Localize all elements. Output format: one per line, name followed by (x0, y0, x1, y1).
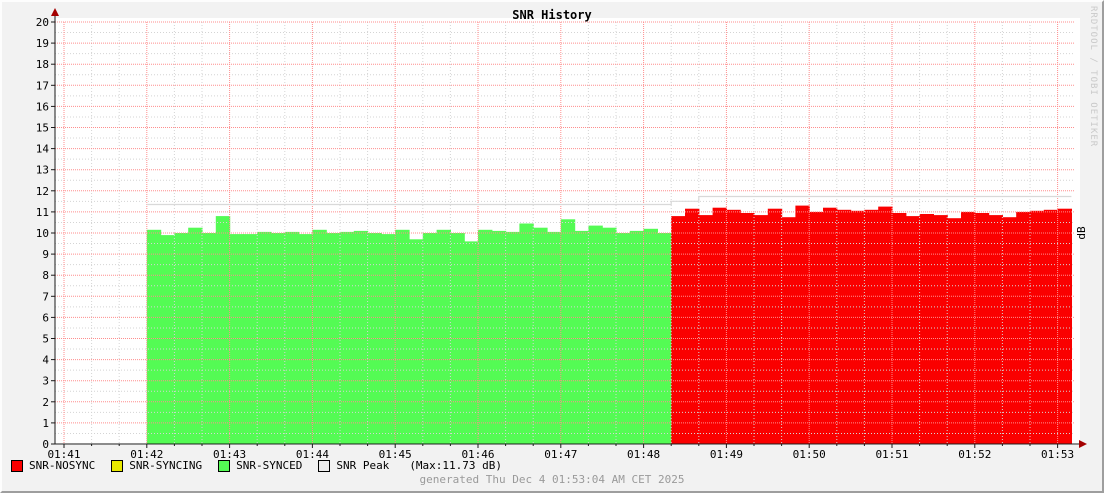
legend-label-syncing: SNR-SYNCING (129, 459, 203, 472)
svg-text:01:51: 01:51 (875, 448, 908, 461)
synced-swatch-icon (218, 459, 231, 472)
svg-text:6: 6 (42, 311, 49, 324)
data-bars (146, 205, 1072, 444)
svg-text:2: 2 (42, 396, 49, 409)
svg-text:01:47: 01:47 (544, 448, 577, 461)
svg-text:01:52: 01:52 (958, 448, 991, 461)
svg-text:20: 20 (36, 16, 49, 29)
svg-text:18: 18 (36, 58, 49, 71)
svg-text:01:43: 01:43 (213, 448, 246, 461)
legend-label-peak: SNR Peak (336, 459, 390, 472)
svg-text:3: 3 (42, 375, 49, 388)
svg-text:0: 0 (42, 438, 49, 451)
svg-text:17: 17 (36, 79, 49, 92)
svg-text:01:41: 01:41 (47, 448, 80, 461)
svg-text:01:46: 01:46 (461, 448, 494, 461)
nosync-swatch-icon (11, 459, 23, 472)
legend-label-nosync: SNR-NOSYNC (29, 459, 96, 472)
svg-text:13: 13 (36, 164, 49, 177)
svg-text:12: 12 (36, 185, 49, 198)
svg-text:14: 14 (36, 143, 50, 156)
svg-text:01:44: 01:44 (296, 448, 329, 461)
axes (51, 8, 1087, 448)
svg-text:9: 9 (42, 248, 49, 261)
rrdtool-watermark: RRDTOOL / TOBI OETIKER (1088, 6, 1098, 148)
svg-text:10: 10 (36, 227, 49, 240)
legend-item-nosync: SNR-NOSYNC (11, 459, 95, 472)
svg-text:15: 15 (36, 122, 49, 135)
legend-item-synced: SNR-SYNCED (218, 459, 302, 472)
peak-max-label: (Max:11.73 dB) (409, 459, 503, 472)
svg-text:01:53: 01:53 (1041, 448, 1074, 461)
axis-labels: 01:41 01:42 01:43 01:44 01:45 01:46 01:47 01:48… (36, 16, 1074, 461)
peak-swatch-icon (318, 459, 331, 472)
right-axis-unit-label: dB (1074, 226, 1088, 240)
svg-text:16: 16 (36, 100, 49, 113)
chart-title: SNR History (512, 8, 592, 22)
svg-text:11: 11 (36, 206, 49, 219)
legend: SNR-NOSYNC SNR-SYNCING SNR-SYNCED SNR Pe… (11, 459, 502, 472)
svg-text:1: 1 (42, 417, 49, 430)
svg-text:5: 5 (42, 333, 49, 346)
legend-item-peak: SNR Peak (318, 459, 389, 472)
svg-text:8: 8 (42, 269, 49, 282)
svg-text:01:45: 01:45 (379, 448, 412, 461)
svg-text:01:42: 01:42 (130, 448, 163, 461)
minor-grid (55, 22, 1074, 446)
legend-label-synced: SNR-SYNCED (236, 459, 303, 472)
svg-text:01:49: 01:49 (710, 448, 743, 461)
generated-timestamp: generated Thu Dec 4 01:53:04 AM CET 2025 (419, 473, 685, 486)
svg-text:4: 4 (42, 354, 49, 367)
peak-line (146, 195, 1072, 206)
svg-text:01:48: 01:48 (627, 448, 660, 461)
svg-text:7: 7 (42, 290, 49, 303)
svg-text:19: 19 (36, 37, 49, 50)
svg-text:01:50: 01:50 (793, 448, 826, 461)
syncing-swatch-icon (111, 459, 124, 472)
legend-item-syncing: SNR-SYNCING (111, 459, 202, 472)
major-grid (55, 21, 1074, 444)
